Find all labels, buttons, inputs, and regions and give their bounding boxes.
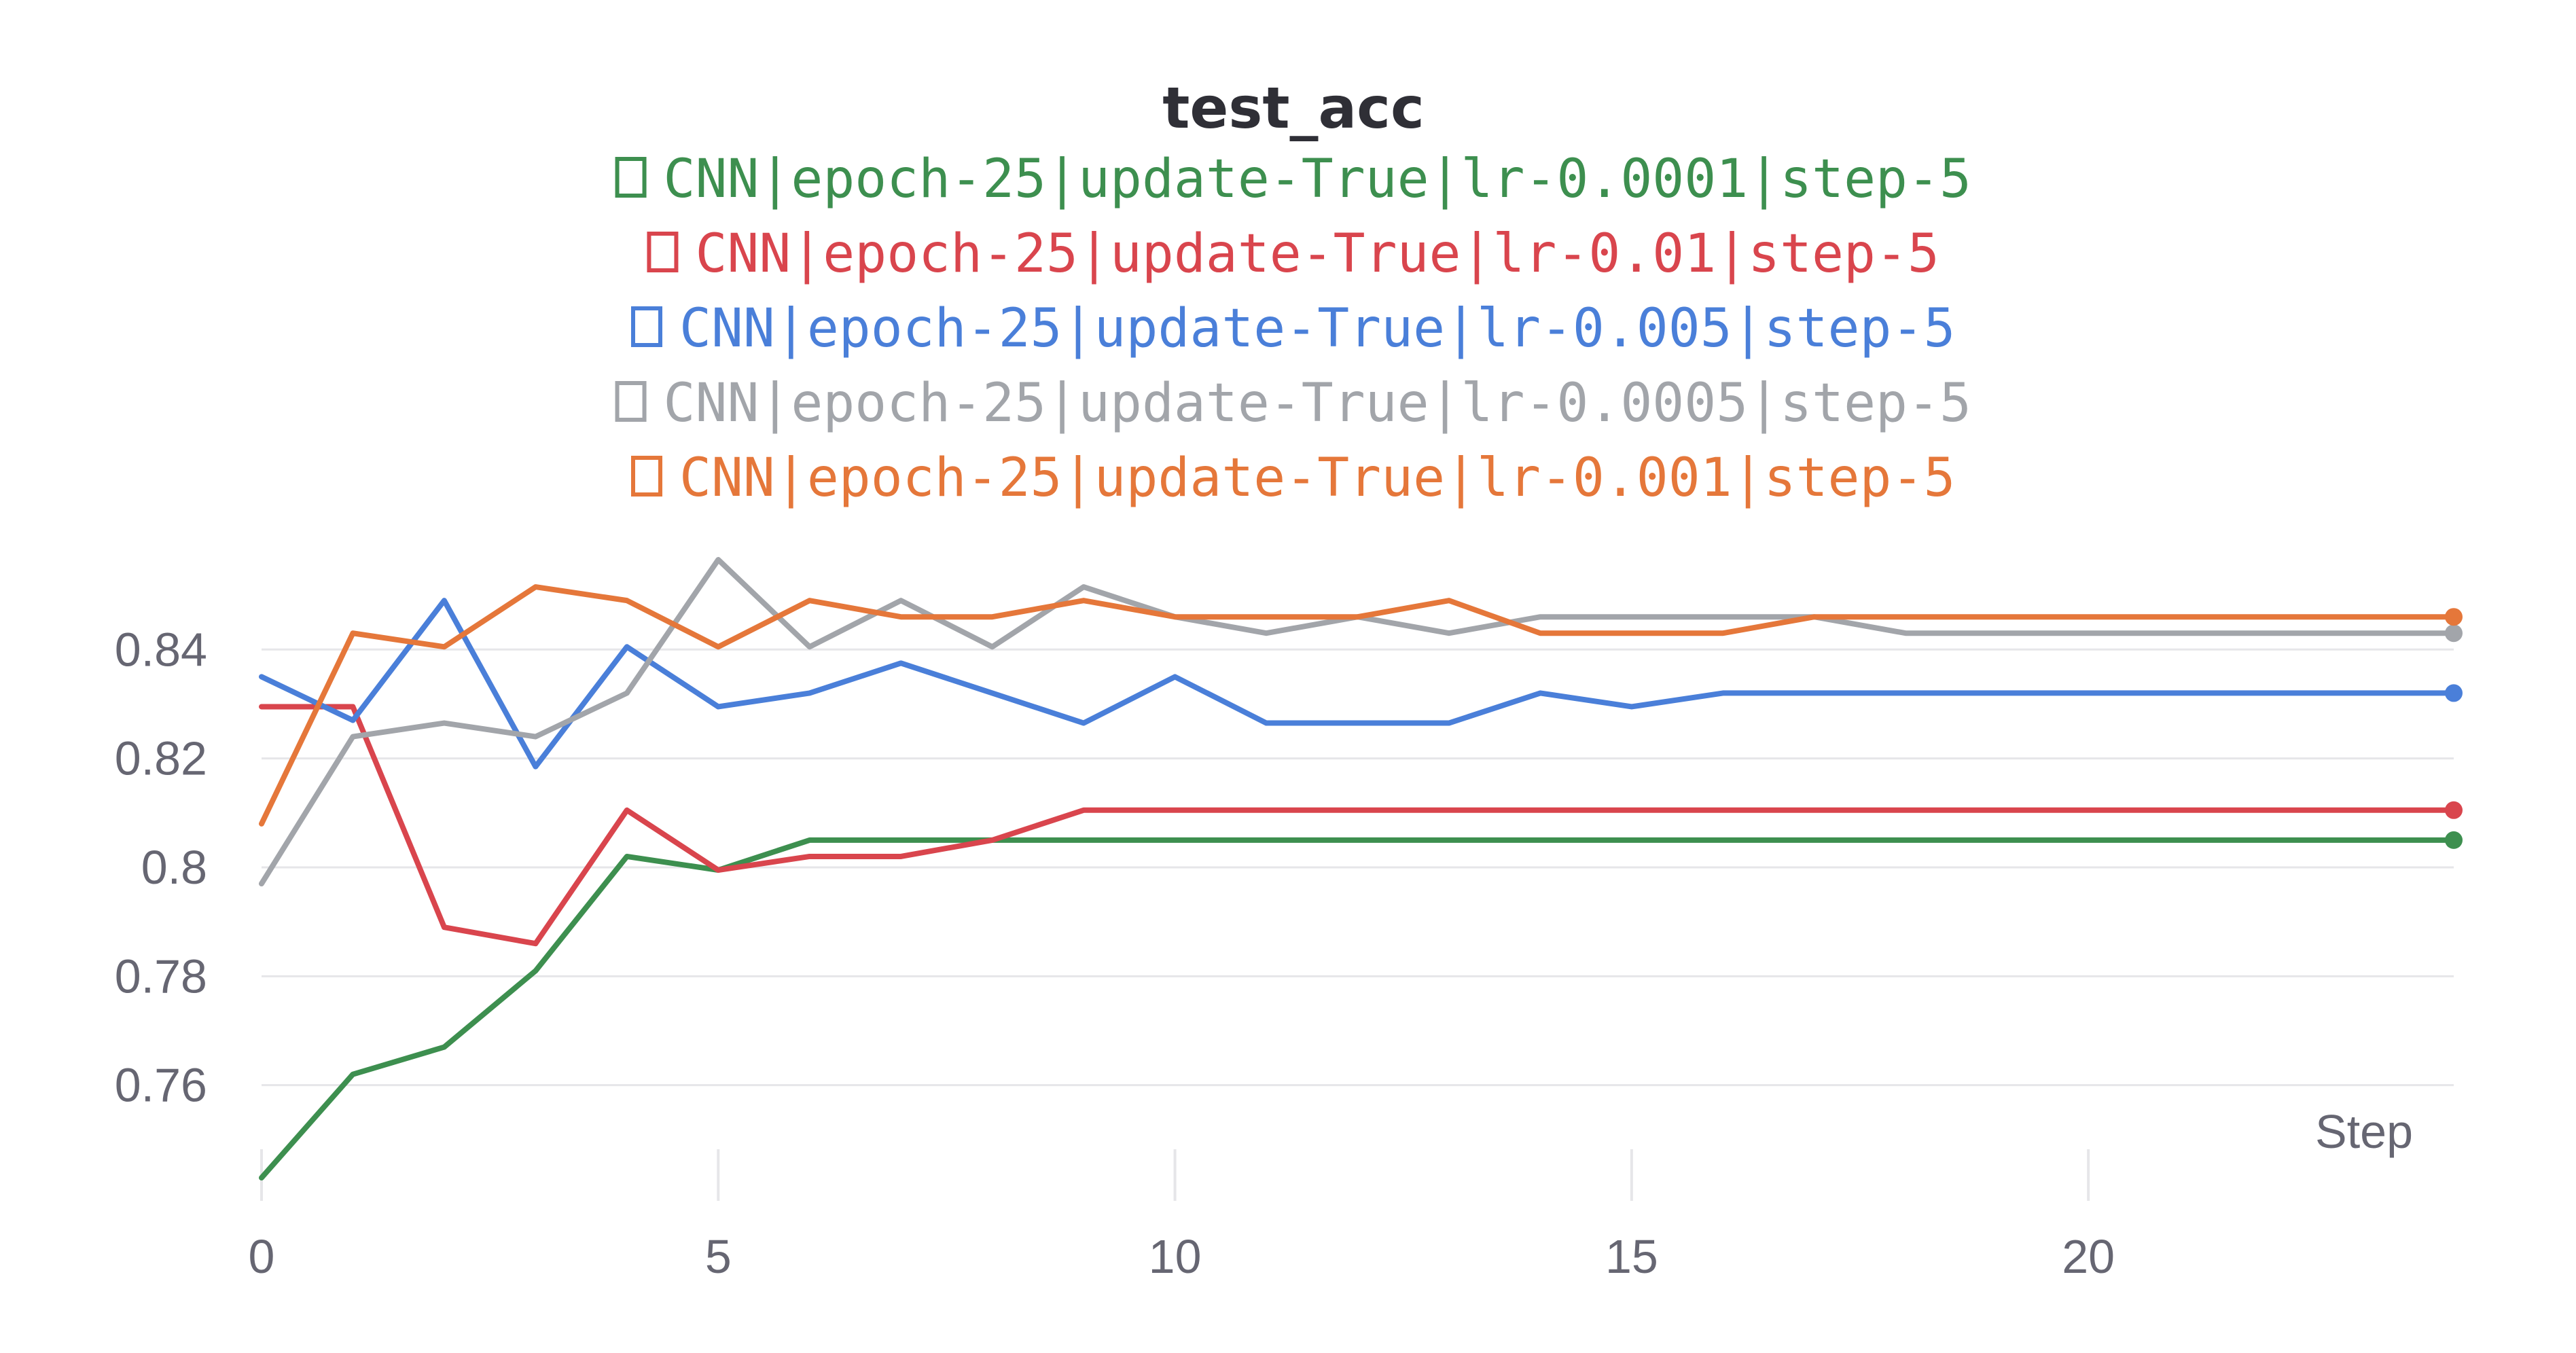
x-axis-label: Step xyxy=(2315,1105,2413,1158)
legend-label-1: CNN|epoch-25|update-True|lr-0.01|step-5 xyxy=(695,223,1939,285)
y-tick-label: 0.76 xyxy=(115,1059,207,1112)
legend-swatch-3 xyxy=(615,381,647,422)
y-tick-label: 0.78 xyxy=(115,950,207,1003)
series-lines xyxy=(259,557,2463,1180)
x-tick-label: 0 xyxy=(249,1230,275,1283)
chart-title: test_acc xyxy=(1162,75,1425,141)
x-tick-label: 15 xyxy=(1605,1230,1658,1283)
legend-label-2: CNN|epoch-25|update-True|lr-0.005|step-5 xyxy=(679,298,1955,359)
legend-label-4: CNN|epoch-25|update-True|lr-0.001|step-5 xyxy=(679,448,1955,509)
legend-swatch-0 xyxy=(615,157,647,198)
x-gridlines xyxy=(260,1149,2090,1201)
y-tick-label: 0.82 xyxy=(115,732,207,785)
x-tick-label: 5 xyxy=(705,1230,732,1283)
series-line-4 xyxy=(259,584,2456,827)
legend-label-0: CNN|epoch-25|update-True|lr-0.0001|step-… xyxy=(664,149,1971,210)
series-end-point-2 xyxy=(2445,684,2463,702)
series-end-point-3 xyxy=(2445,624,2463,643)
x-axis: 0 5 10 15 20 xyxy=(249,1230,2115,1283)
legend-swatch-1 xyxy=(647,232,679,272)
series-end-point-4 xyxy=(2445,608,2463,626)
x-tick-label: 20 xyxy=(2062,1230,2115,1283)
x-tick-label: 10 xyxy=(1149,1230,1202,1283)
legend-swatch-4 xyxy=(631,456,662,497)
series-line-1 xyxy=(259,704,2456,947)
legend: CNN|epoch-25|update-True|lr-0.0001|step-… xyxy=(615,149,1971,509)
y-tick-label: 0.8 xyxy=(141,841,207,894)
series-end-point-0 xyxy=(2445,831,2463,849)
y-tick-label: 0.84 xyxy=(115,623,207,676)
series-line-0 xyxy=(259,837,2456,1180)
y-axis: 0.76 0.78 0.8 0.82 0.84 xyxy=(115,623,207,1111)
legend-label-3: CNN|epoch-25|update-True|lr-0.0005|step-… xyxy=(664,373,1971,434)
series-end-point-1 xyxy=(2445,801,2463,819)
series-line-2 xyxy=(259,598,2456,770)
legend-swatch-2 xyxy=(631,306,662,347)
